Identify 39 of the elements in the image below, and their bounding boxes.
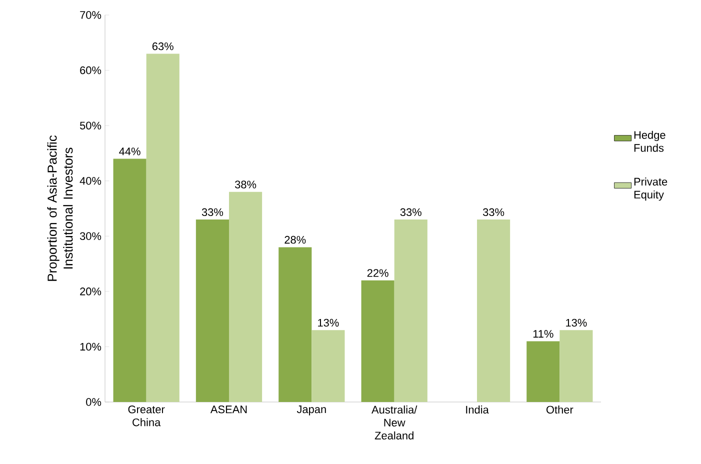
x-tick-label: Japan <box>296 406 326 416</box>
data-label: 33% <box>400 208 422 216</box>
y-tick-label: 60% <box>80 66 102 74</box>
y-tick-label: 0% <box>86 398 102 406</box>
legend-label: Private Equity <box>634 178 668 201</box>
data-label: 33% <box>202 208 224 216</box>
legend-label: Hedge Funds <box>634 130 666 152</box>
y-tick-label: 20% <box>80 288 102 296</box>
data-label: 22% <box>367 269 388 277</box>
data-label: 28% <box>284 236 306 244</box>
y-tick-label: 50% <box>80 122 102 130</box>
x-tick-label: Other <box>546 406 574 414</box>
bar <box>278 247 312 402</box>
data-label: 63% <box>152 42 174 50</box>
bar <box>146 54 180 402</box>
bar <box>477 220 510 402</box>
data-label: 44% <box>119 148 140 156</box>
y-tick-label: 30% <box>80 232 102 240</box>
x-tick-label: India <box>466 406 489 414</box>
x-tick-label: Australia/ New Zealand <box>372 406 418 440</box>
bar <box>394 220 428 402</box>
bar <box>560 330 593 402</box>
bar <box>312 330 345 402</box>
data-label: 11% <box>533 330 554 338</box>
bar <box>113 158 146 402</box>
data-label: 13% <box>566 318 587 327</box>
bar <box>196 220 229 402</box>
y-axis-title: Proportion of Asia-Pacific Institutional Investors <box>47 135 73 281</box>
bar <box>361 280 394 402</box>
data-label: 38% <box>234 180 256 188</box>
x-tick-label: Greater China <box>128 406 165 426</box>
bar <box>229 192 262 402</box>
y-tick-label: 40% <box>80 176 102 185</box>
bar <box>526 341 560 402</box>
data-label: 33% <box>482 208 504 216</box>
y-tick-label: 10% <box>80 342 102 351</box>
data-label: 13% <box>318 318 339 327</box>
y-tick-label: 70% <box>80 11 102 19</box>
x-tick-label: ASEAN <box>210 406 247 414</box>
